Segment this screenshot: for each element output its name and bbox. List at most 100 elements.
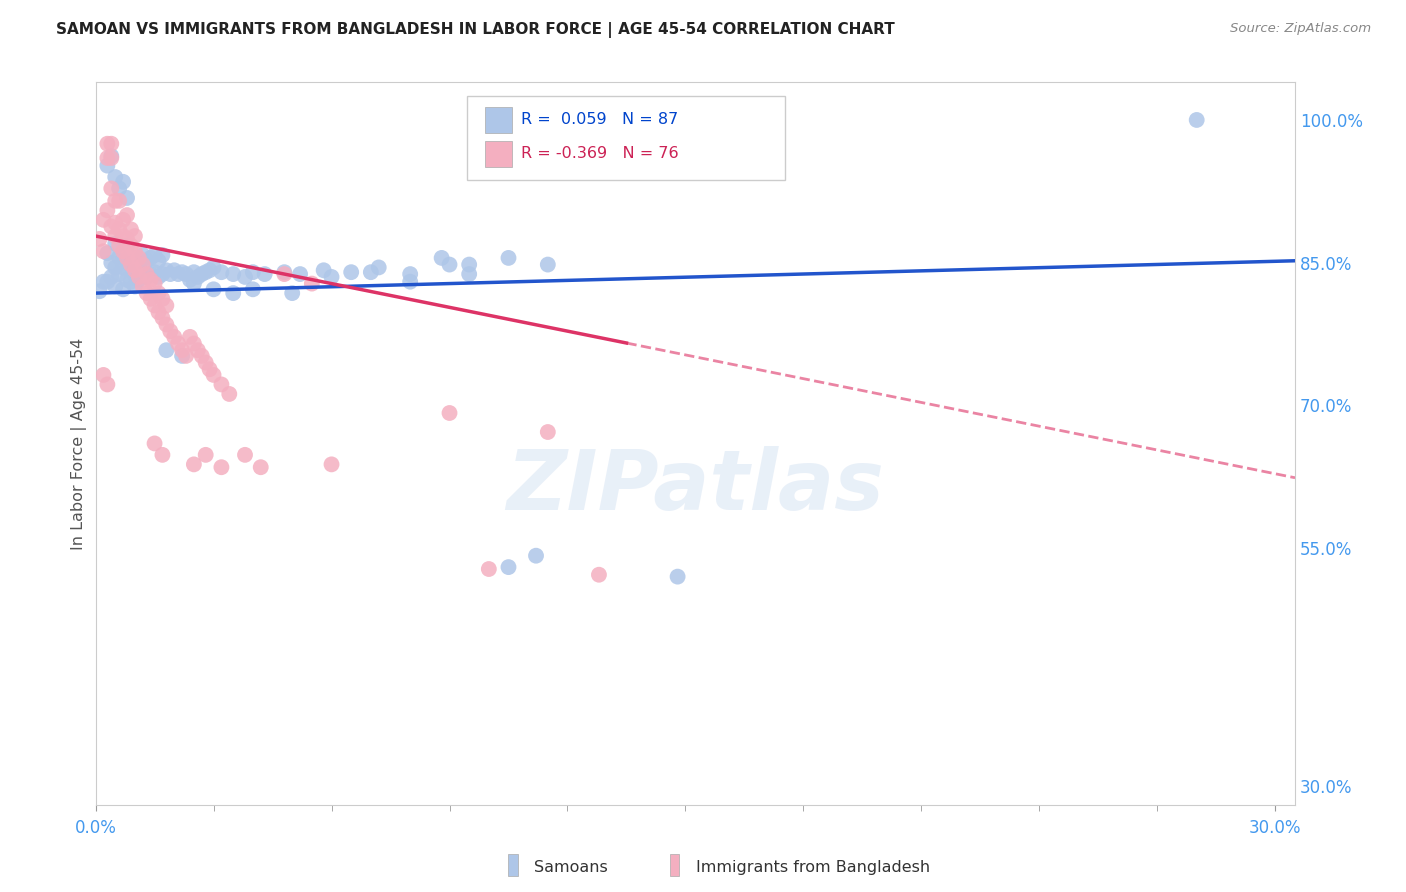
Point [104,260,127,275]
Point [183,458,205,472]
Point [202,260,225,275]
Point [159,267,181,281]
Point [104,169,127,184]
Point [167,267,190,281]
Bar [485,106,512,133]
Point [187,343,209,358]
Point [183,277,205,291]
Point [209,377,232,392]
Point [430,251,453,265]
Point [152,448,174,462]
Point [128,269,150,284]
Text: R = -0.369   N = 76: R = -0.369 N = 76 [522,146,679,161]
Point [202,282,225,296]
Text: Source: ZipAtlas.com: Source: ZipAtlas.com [1230,22,1371,36]
Point [478,562,501,576]
Point [360,265,382,279]
Point [108,238,131,252]
Point [209,265,232,279]
Point [128,251,150,265]
Point [312,263,335,277]
Point [537,425,560,439]
Point [135,269,157,284]
Point [340,265,363,279]
Point [89,284,111,298]
Point [194,448,217,462]
Point [253,267,276,281]
Point [132,258,155,272]
Point [218,387,240,401]
Point [301,277,323,291]
Point [281,286,304,301]
Point [233,448,256,462]
Point [100,149,122,163]
Point [152,248,174,262]
Point [112,282,135,296]
Point [148,286,170,301]
Point [135,286,157,301]
Point [524,549,547,563]
Point [124,279,146,293]
Point [112,260,135,275]
Point [1185,112,1208,127]
Point [135,267,157,281]
Point [104,194,127,208]
Point [458,267,481,281]
Point [108,194,131,208]
Point [93,275,115,289]
Point [120,238,142,252]
Text: R =  0.059   N = 87: R = 0.059 N = 87 [522,112,679,127]
Point [120,275,142,289]
Point [96,275,118,289]
Text: ZIPatlas: ZIPatlas [506,446,884,527]
Point [96,159,118,173]
Point [115,253,138,268]
Point [96,203,118,218]
Point [112,248,135,262]
Point [115,251,138,265]
Point [132,279,155,293]
Point [458,258,481,272]
Point [120,258,142,272]
Point [135,253,157,268]
Point [112,229,135,244]
Point [666,569,689,583]
Point [588,567,610,582]
Point [115,191,138,205]
Point [100,151,122,165]
Point [179,330,201,344]
Point [132,265,155,279]
Point [104,216,127,230]
Point [399,275,422,289]
Text: Samoans: Samoans [534,860,607,874]
Point [152,310,174,325]
Point [273,265,295,279]
Point [108,222,131,236]
Point [143,298,166,312]
Point [93,212,115,227]
Point [100,269,122,284]
Point [163,330,186,344]
Point [124,263,146,277]
Point [174,349,197,363]
Point [120,222,142,236]
Point [537,258,560,272]
Point [143,436,166,450]
Point [159,324,181,338]
Point [112,212,135,227]
FancyBboxPatch shape [467,96,786,179]
Point [124,251,146,265]
Point [222,286,245,301]
Point [155,343,177,358]
Point [273,267,295,281]
Point [100,181,122,195]
Point [209,460,232,475]
Point [321,269,343,284]
Point [93,368,115,382]
Point [100,255,122,269]
Point [367,260,389,275]
Point [498,251,520,265]
Point [132,248,155,262]
Point [183,265,205,279]
Point [104,236,127,251]
